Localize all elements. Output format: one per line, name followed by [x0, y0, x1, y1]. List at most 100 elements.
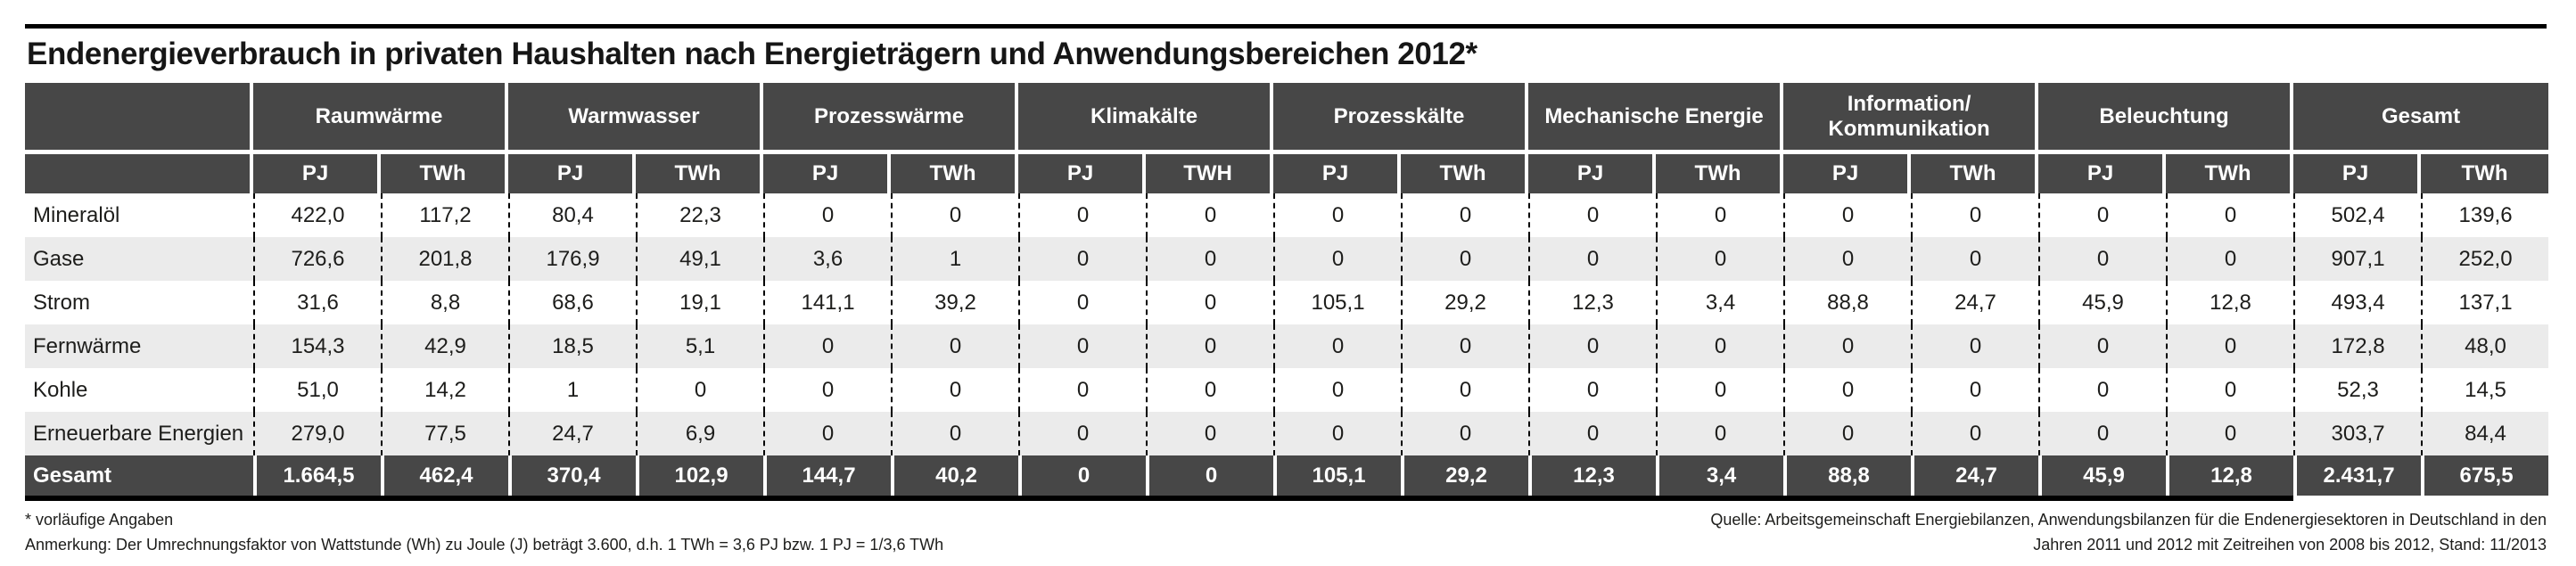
footnote-conversion: Anmerkung: Der Umrechnungsfaktor von Wat…	[25, 536, 944, 554]
energy-consumption-table: Raumwärme Warmwasser Prozesswärme Klimakält…	[25, 83, 2549, 496]
unit-header-prozesswaerme-1: TWh	[891, 154, 1019, 193]
cell-fernwaerme-13: 0	[1911, 324, 2039, 368]
top-rule	[25, 24, 2547, 29]
cell-kohle-12: 0	[1783, 368, 1912, 412]
cell-erneuerbare-energien-3: 6,9	[636, 412, 764, 455]
cell-kohle-16: 52,3	[2293, 368, 2422, 412]
source-note-line2: Jahren 2011 und 2012 mit Zeitreihen von …	[2033, 536, 2547, 554]
cell-strom-8: 105,1	[1273, 281, 1402, 324]
cell-strom-14: 45,9	[2038, 281, 2167, 324]
unit-header-raumwaerme-0: PJ	[253, 154, 381, 193]
cell-erneuerbare-energien-6: 0	[1018, 412, 1147, 455]
cell-erneuerbare-energien-10: 0	[1528, 412, 1657, 455]
cell-gase-6: 0	[1018, 237, 1147, 281]
cell-mineraloel-14: 0	[2038, 193, 2167, 237]
source-note-line1: Quelle: Arbeitsgemeinschaft Energiebilan…	[1710, 511, 2547, 529]
cell-fernwaerme-5: 0	[891, 324, 1019, 368]
cell-kohle-8: 0	[1273, 368, 1402, 412]
cell-strom-4: 141,1	[763, 281, 892, 324]
cell-mineraloel-6: 0	[1018, 193, 1147, 237]
total-cell-3: 102,9	[636, 455, 764, 496]
cell-fernwaerme-15: 0	[2166, 324, 2294, 368]
cell-erneuerbare-energien-12: 0	[1783, 412, 1912, 455]
cell-fernwaerme-1: 42,9	[381, 324, 509, 368]
table-body: Mineralöl 422,0 117,2 80,4 22,3 0 0 0 0 0 0 0 0 0 0 0 0 5…	[25, 193, 2549, 496]
table-row-mineraloel: Mineralöl 422,0 117,2 80,4 22,3 0 0 0 0 0 0 0 0 0 0 0 0 5…	[25, 193, 2549, 237]
total-cell-15: 12,8	[2166, 455, 2294, 496]
unit-header-mechanische-energie-0: PJ	[1528, 154, 1657, 193]
column-group-gesamt: Gesamt	[2293, 83, 2549, 154]
cell-fernwaerme-11: 0	[1656, 324, 1784, 368]
column-group-information-kommunikation: Information/ Kommunikation	[1783, 83, 2039, 154]
cell-strom-1: 8,8	[381, 281, 509, 324]
cell-erneuerbare-energien-11: 0	[1656, 412, 1784, 455]
cell-gase-17: 252,0	[2421, 237, 2549, 281]
total-cell-8: 105,1	[1273, 455, 1402, 496]
total-cell-4: 144,7	[763, 455, 892, 496]
cell-gase-11: 0	[1656, 237, 1784, 281]
column-group-mechanische-energie: Mechanische Energie	[1528, 83, 1784, 154]
unit-header-klimakaelte-1: TWH	[1146, 154, 1274, 193]
table-row-gase: Gase 726,6 201,8 176,9 49,1 3,6 1 0 0 0 0 0 0 0 0 0 0 907…	[25, 237, 2549, 281]
cell-fernwaerme-14: 0	[2038, 324, 2167, 368]
page: Endenergieverbrauch in privaten Haushalt…	[25, 0, 2549, 557]
cell-erneuerbare-energien-5: 0	[891, 412, 1019, 455]
total-cell-2: 370,4	[508, 455, 637, 496]
cell-kohle-7: 0	[1146, 368, 1274, 412]
column-group-beleuchtung: Beleuchtung	[2038, 83, 2294, 154]
corner-cell-top	[25, 83, 253, 154]
total-cell-0: 1.664,5	[253, 455, 381, 496]
cell-erneuerbare-energien-16: 303,7	[2293, 412, 2422, 455]
cell-strom-11: 3,4	[1656, 281, 1784, 324]
group-header-row: Raumwärme Warmwasser Prozesswärme Klimakält…	[25, 83, 2549, 154]
total-cell-16: 2.431,7	[2293, 455, 2422, 496]
cell-fernwaerme-2: 18,5	[508, 324, 637, 368]
row-label-fernwaerme: Fernwärme	[25, 324, 253, 368]
cell-kohle-11: 0	[1656, 368, 1784, 412]
cell-strom-13: 24,7	[1911, 281, 2039, 324]
unit-header-warmwasser-0: PJ	[508, 154, 637, 193]
cell-erneuerbare-energien-13: 0	[1911, 412, 2039, 455]
cell-fernwaerme-9: 0	[1401, 324, 1529, 368]
cell-strom-9: 29,2	[1401, 281, 1529, 324]
total-cell-14: 45,9	[2038, 455, 2167, 496]
cell-strom-7: 0	[1146, 281, 1274, 324]
cell-fernwaerme-17: 48,0	[2421, 324, 2549, 368]
cell-erneuerbare-energien-14: 0	[2038, 412, 2167, 455]
total-cell-5: 40,2	[891, 455, 1019, 496]
cell-strom-2: 68,6	[508, 281, 637, 324]
row-label-strom: Strom	[25, 281, 253, 324]
cell-gase-10: 0	[1528, 237, 1657, 281]
cell-fernwaerme-3: 5,1	[636, 324, 764, 368]
cell-strom-3: 19,1	[636, 281, 764, 324]
cell-gase-0: 726,6	[253, 237, 381, 281]
cell-strom-15: 12,8	[2166, 281, 2294, 324]
cell-erneuerbare-energien-2: 24,7	[508, 412, 637, 455]
cell-kohle-13: 0	[1911, 368, 2039, 412]
cell-fernwaerme-6: 0	[1018, 324, 1147, 368]
total-cell-6: 0	[1018, 455, 1147, 496]
cell-erneuerbare-energien-9: 0	[1401, 412, 1529, 455]
page-title: Endenergieverbrauch in privaten Haushalt…	[27, 37, 1477, 71]
cell-erneuerbare-energien-17: 84,4	[2421, 412, 2549, 455]
cell-erneuerbare-energien-0: 279,0	[253, 412, 381, 455]
cell-kohle-4: 0	[763, 368, 892, 412]
cell-fernwaerme-4: 0	[763, 324, 892, 368]
cell-fernwaerme-16: 172,8	[2293, 324, 2422, 368]
cell-kohle-15: 0	[2166, 368, 2294, 412]
unit-header-gesamt-0: PJ	[2293, 154, 2422, 193]
cell-fernwaerme-0: 154,3	[253, 324, 381, 368]
unit-header-prozesskaelte-1: TWh	[1401, 154, 1529, 193]
cell-mineraloel-7: 0	[1146, 193, 1274, 237]
cell-fernwaerme-10: 0	[1528, 324, 1657, 368]
table-row-fernwaerme: Fernwärme 154,3 42,9 18,5 5,1 0 0 0 0 0 0 0 0 0 0 0 0 172…	[25, 324, 2549, 368]
total-cell-1: 462,4	[381, 455, 509, 496]
table-row-kohle: Kohle 51,0 14,2 1 0 0 0 0 0 0 0 0 0 0 0 0 0 52,3 14,5	[25, 368, 2549, 412]
unit-header-klimakaelte-0: PJ	[1018, 154, 1147, 193]
table-total-row: Gesamt 1.664,5 462,4 370,4 102,9 144,7 40,2 0 0 1…	[25, 455, 2549, 496]
total-cell-12: 88,8	[1783, 455, 1912, 496]
row-label-kohle: Kohle	[25, 368, 253, 412]
cell-mineraloel-4: 0	[763, 193, 892, 237]
cell-mineraloel-0: 422,0	[253, 193, 381, 237]
corner-cell-units	[25, 154, 253, 193]
